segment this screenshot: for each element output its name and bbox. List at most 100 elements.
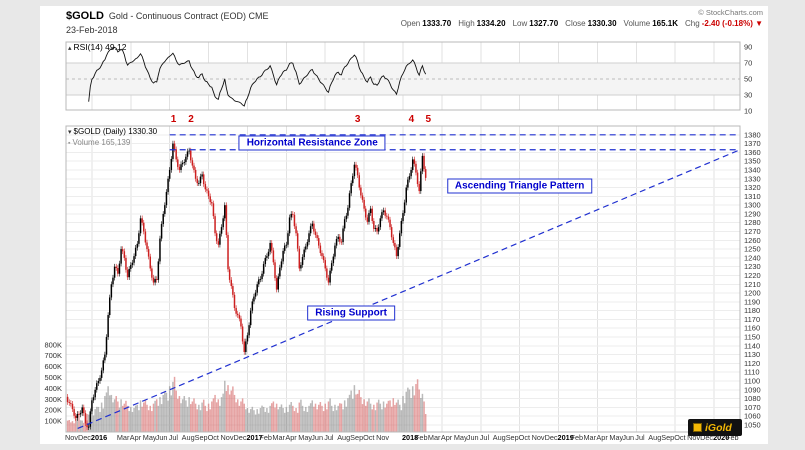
price-tick-label: 1340 xyxy=(744,165,761,174)
quote-label: Open xyxy=(400,19,421,28)
price-tick-label: 1070 xyxy=(744,403,761,412)
quote-value: 1330.30 xyxy=(587,19,617,28)
x-axis-label: Mar xyxy=(428,433,441,442)
peak-marker-4: 4 xyxy=(408,114,415,125)
x-axis-label: Nov xyxy=(687,433,700,442)
x-axis-label: Oct xyxy=(519,433,530,442)
x-axis-label: Mar xyxy=(583,433,596,442)
chart-title: Gold - Continuous Contract (EOD) CME xyxy=(108,11,269,21)
igold-logo-text: iGold xyxy=(705,421,732,434)
price-tick-label: 1170 xyxy=(744,315,760,324)
x-axis-label: Nov xyxy=(376,433,389,442)
price-tick-label: 1270 xyxy=(744,227,761,236)
price-tick-label: 1280 xyxy=(744,218,761,227)
price-tick-label: 1160 xyxy=(744,324,760,333)
igold-logo: iGold xyxy=(688,419,742,436)
x-axis-label: 2020 xyxy=(713,433,729,442)
price-tick-label: 1140 xyxy=(744,341,760,350)
x-axis-label: Apr xyxy=(130,433,142,442)
x-axis-label: May xyxy=(298,433,312,442)
quote-label: High xyxy=(458,19,475,28)
x-axis-label: Sep xyxy=(506,433,519,442)
volume-tick-label: 400K xyxy=(44,384,62,393)
peak-marker-3: 3 xyxy=(354,114,361,125)
price-tick-label: 1230 xyxy=(744,262,761,271)
rsi-tick-label: 30 xyxy=(744,91,752,100)
volume-tick-label: 700K xyxy=(44,351,62,360)
chart-date: 23-Feb-2018 xyxy=(66,25,118,35)
price-tick-label: 1380 xyxy=(744,130,761,139)
axis-labels: 1050106010701080109011001110112011301140… xyxy=(44,43,760,443)
price-tick-label: 1250 xyxy=(744,245,761,254)
x-axis-label: Nov xyxy=(65,433,78,442)
rsi-panel-grid xyxy=(66,62,740,96)
quote-value: -2.40 (-0.18%) ▼ xyxy=(701,19,763,28)
panel-borders xyxy=(65,41,741,433)
price-tick-label: 1080 xyxy=(744,394,761,403)
panel-collapse-icon: ▾ xyxy=(68,129,72,136)
price-tick-label: 1260 xyxy=(744,236,761,245)
chart-header: $GOLD Gold - Continuous Contract (EOD) CM… xyxy=(66,9,268,36)
price-tick-label: 1100 xyxy=(744,377,760,386)
rsi-legend: ▴ RSI(14) 49.12 xyxy=(68,42,126,52)
quote-label: Close xyxy=(565,19,586,28)
price-tick-label: 1060 xyxy=(744,412,761,421)
igold-logo-icon xyxy=(693,423,702,432)
ticker-symbol: $GOLD xyxy=(66,10,104,22)
volume-bars xyxy=(66,376,427,432)
price-tick-label: 1290 xyxy=(744,209,761,218)
x-axis-label: Dec xyxy=(78,433,91,442)
panel-collapse-icon: ▴ xyxy=(68,45,72,52)
volume-legend-text: Volume 165,139 xyxy=(72,138,131,147)
quote-row: Open 1333.70 High 1334.20 Low 1327.70 Close 133… xyxy=(394,19,763,28)
volume-swatch-icon: ▪ xyxy=(68,140,71,147)
main-legend: ▾ $GOLD (Daily) 1330.30 ▪ Volume 165,139 xyxy=(68,127,157,149)
price-tick-label: 1360 xyxy=(744,148,761,157)
price-tick-label: 1180 xyxy=(744,306,760,315)
x-axis-label: Apr xyxy=(596,433,608,442)
price-tick-label: 1300 xyxy=(744,201,761,210)
x-axis-label: 2018 xyxy=(402,433,418,442)
x-axis-label: Jul xyxy=(635,433,645,442)
x-axis-label: Feb xyxy=(415,433,428,442)
x-axis-label: Oct xyxy=(674,433,685,442)
x-axis-label: Apr xyxy=(441,433,453,442)
x-axis-label: Jul xyxy=(169,433,179,442)
x-axis-label: 2017 xyxy=(246,433,262,442)
price-tick-label: 1120 xyxy=(744,359,760,368)
x-axis-label: Mar xyxy=(117,433,130,442)
price-tick-label: 1220 xyxy=(744,271,761,280)
peak-marker-5: 5 xyxy=(425,114,432,125)
rsi-line xyxy=(88,46,427,107)
x-axis-label: 2016 xyxy=(91,433,107,442)
quote-value: 1327.70 xyxy=(529,19,559,28)
x-axis-label: Jul xyxy=(480,433,490,442)
x-axis-label: Aug xyxy=(648,433,661,442)
x-axis-label: Oct xyxy=(363,433,374,442)
x-axis-label: Aug xyxy=(493,433,506,442)
rsi-legend-text: RSI(14) 49.12 xyxy=(73,42,127,52)
price-tick-label: 1200 xyxy=(744,289,761,298)
x-axis-label: Jun xyxy=(467,433,479,442)
peak-marker-2: 2 xyxy=(188,114,194,125)
quote-label: Volume xyxy=(623,19,651,28)
annotation-ascending-triangle-pattern: Ascending Triangle Pattern xyxy=(446,178,593,194)
price-tick-label: 1110 xyxy=(744,368,760,377)
x-axis-label: Dec xyxy=(700,433,713,442)
rsi-tick-label: 50 xyxy=(744,75,752,84)
annotation-rising-support: Rising Support xyxy=(307,305,395,321)
stockcharts-copyright: © StockCharts.com xyxy=(698,8,763,17)
x-axis-label: Nov xyxy=(221,433,234,442)
annotation-horizontal-resistance-zone: Horizontal Resistance Zone xyxy=(238,135,386,151)
price-tick-label: 1330 xyxy=(744,174,761,183)
x-axis-label: Jun xyxy=(156,433,168,442)
x-axis-label: Jun xyxy=(622,433,634,442)
x-axis-label: Jul xyxy=(324,433,334,442)
quote-label: Chg xyxy=(685,19,700,28)
volume-tick-label: 300K xyxy=(44,395,62,404)
price-tick-label: 1150 xyxy=(744,333,760,342)
price-tick-label: 1090 xyxy=(744,385,761,394)
x-axis-label: Nov xyxy=(532,433,545,442)
price-tick-label: 1050 xyxy=(744,420,761,429)
